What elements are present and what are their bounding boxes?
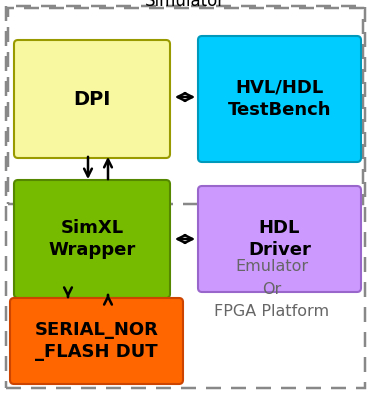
Text: SimXL
Wrapper: SimXL Wrapper [48,219,136,259]
FancyBboxPatch shape [6,6,365,388]
FancyBboxPatch shape [10,298,183,384]
Text: Emulator
Or
FPGA Platform: Emulator Or FPGA Platform [214,259,329,319]
FancyBboxPatch shape [14,180,170,298]
Text: DPI: DPI [73,89,111,108]
FancyBboxPatch shape [14,40,170,158]
Text: SERIAL_NOR
_FLASH DUT: SERIAL_NOR _FLASH DUT [35,321,158,361]
Text: HVL/HDL
TestBench: HVL/HDL TestBench [228,79,331,119]
Text: Simulator: Simulator [145,0,225,10]
Text: HDL
Driver: HDL Driver [248,219,311,259]
FancyBboxPatch shape [198,186,361,292]
FancyBboxPatch shape [198,36,361,162]
